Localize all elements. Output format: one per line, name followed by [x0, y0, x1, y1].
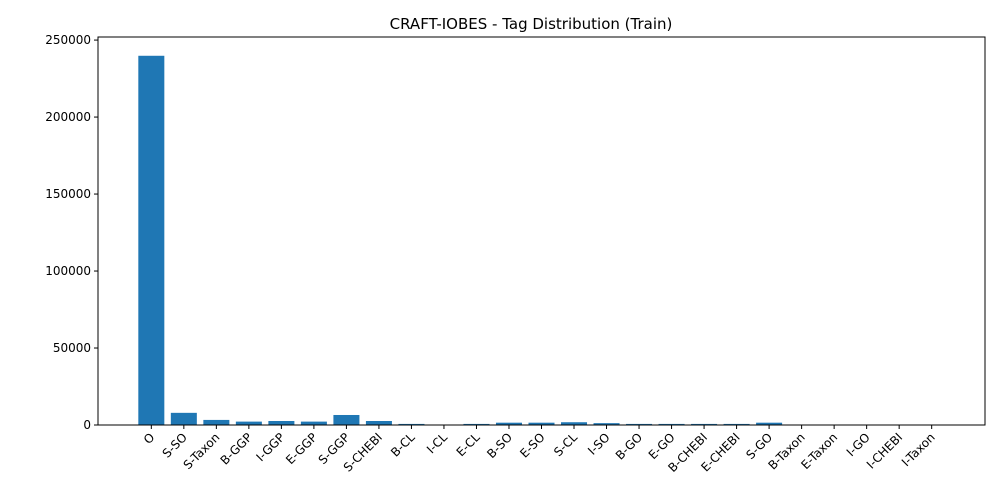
bar-s-so: [170, 412, 197, 425]
x-tick-label: E-SO: [517, 430, 547, 460]
bar-b-ggp: [235, 421, 262, 425]
x-tick-label: S-CL: [551, 430, 580, 459]
bar-s-cl: [561, 422, 588, 425]
bar-e-so: [528, 422, 555, 425]
x-tick-label: S-Taxon: [181, 430, 223, 472]
y-tick-label: 100000: [45, 264, 91, 278]
bar-e-cl: [463, 423, 490, 425]
x-tick-label: B-GGP: [218, 430, 255, 467]
x-tick-label: B-SO: [484, 430, 515, 461]
bar-b-chebi: [691, 423, 718, 425]
bar-s-chebi: [365, 421, 392, 425]
bar-i-ggp: [268, 421, 295, 425]
bar-e-chebi: [723, 423, 750, 425]
x-tick-label: E-Taxon: [798, 430, 840, 472]
bar-s-go: [756, 422, 783, 425]
x-tick-label: I-SO: [585, 430, 613, 458]
x-tick-label: O: [141, 430, 158, 447]
x-tick-label: B-CL: [388, 430, 418, 460]
plot-frame: [97, 36, 986, 426]
x-tick-label: I-GGP: [253, 430, 287, 464]
bar-b-cl: [398, 423, 425, 425]
bar-s-taxon: [203, 419, 230, 425]
y-tick-label: 0: [83, 418, 91, 432]
y-tick-label: 50000: [53, 341, 91, 355]
x-tick-label: I-CL: [424, 430, 450, 456]
y-tick-label: 150000: [45, 187, 91, 201]
x-tick-label: I-Taxon: [899, 430, 938, 469]
y-axis: 0 50000 100000 150000 200000 250000: [45, 33, 98, 432]
y-tick-label: 250000: [45, 33, 91, 47]
x-tick-label: I-CHEBI: [864, 430, 905, 471]
bar-s-ggp: [333, 414, 360, 425]
y-tick-label: 200000: [45, 110, 91, 124]
chart-title: CRAFT-IOBES - Tag Distribution (Train): [390, 15, 673, 33]
x-tick-label: E-GGP: [283, 430, 320, 467]
bar-b-go: [626, 423, 653, 425]
bars-group: [138, 55, 945, 425]
bar-e-ggp: [300, 421, 327, 425]
bar-i-so: [593, 423, 620, 425]
bar-e-go: [658, 423, 685, 425]
bar-b-so: [495, 422, 522, 425]
x-tick-label: E-CL: [454, 430, 483, 459]
bar-o: [138, 55, 165, 425]
x-tick-label: B-GO: [613, 430, 645, 462]
x-tick-label: I-GO: [844, 430, 873, 459]
